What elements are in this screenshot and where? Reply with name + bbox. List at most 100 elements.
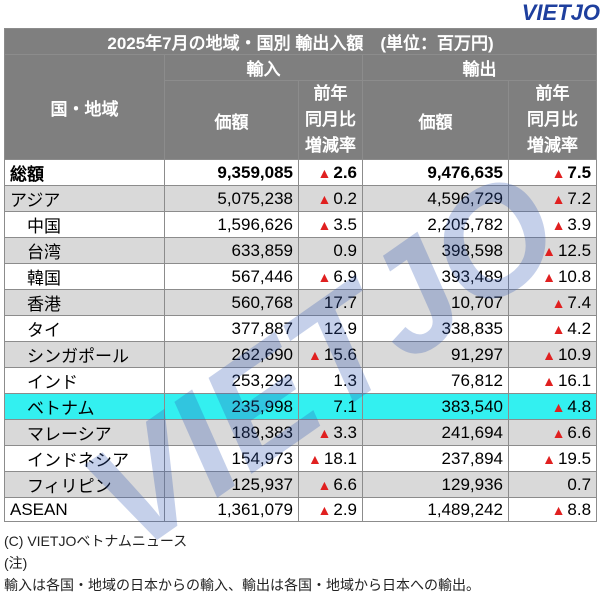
header-import: 輸入 (164, 54, 363, 81)
import-value-text: 567,446 (231, 266, 293, 286)
export-change-text: 10.8 (557, 266, 592, 286)
down-triangle-icon: ▲ (317, 190, 332, 207)
import-change-text: 2.6 (333, 162, 357, 182)
import-value-text: 633,859 (231, 240, 293, 260)
vietjo-logo: VIETJO (521, 0, 600, 25)
header-region: 国・地域 (4, 54, 165, 160)
import-change-text: 17.7 (323, 292, 357, 312)
table-row: 香港 560,768 17.7 10,707 ▲ 7.4 (4, 289, 598, 316)
table-row: 中国 1,596,626 ▲ 3.5 2,205,782 ▲ 3.9 (4, 211, 598, 238)
header-export: 輸出 (361, 54, 598, 81)
header-import-value: 価額 (164, 80, 299, 160)
import-change-text: 1.3 (333, 370, 357, 390)
down-triangle-icon: ▲ (551, 216, 566, 233)
export-value: 237,894 (362, 445, 509, 472)
import-change-text: 2.9 (333, 499, 357, 519)
import-value: 154,973 (164, 445, 299, 472)
import-value: 189,383 (164, 419, 299, 446)
import-value-text: 154,973 (231, 448, 293, 468)
trade-table: 2025年7月の地域・国別 輸出入額 (単位：百万円) 国・地域 輸入 輸出 価… (3, 28, 598, 522)
export-value-text: 241,694 (441, 422, 503, 442)
region-name-text: シンガポール (27, 347, 129, 366)
export-value: 129,936 (362, 471, 509, 498)
export-change: ▲ 7.4 (507, 289, 598, 316)
down-triangle-icon: ▲ (551, 398, 566, 415)
export-value: 241,694 (362, 419, 509, 446)
region-name: ASEAN (4, 497, 165, 522)
import-value-text: 125,937 (231, 474, 293, 494)
export-value: 4,596,729 (362, 185, 509, 212)
import-value: 125,937 (164, 471, 299, 498)
import-value: 5,075,238 (164, 185, 299, 212)
region-name-text: マレーシア (27, 425, 112, 444)
import-value: 1,361,079 (164, 497, 299, 522)
export-change: ▲ 7.2 (507, 185, 598, 212)
region-name-text: 中国 (27, 217, 61, 236)
header-row-1: 国・地域 輸入 輸出 (4, 54, 598, 160)
export-change: ▲ 4.8 (507, 393, 598, 420)
table-row: アジア 5,075,238 ▲ 0.2 4,596,729 ▲ 7.2 (4, 185, 598, 212)
down-triangle-icon: ▲ (542, 450, 556, 467)
export-value: 398,598 (362, 237, 509, 264)
export-value: 76,812 (362, 367, 509, 394)
header-export-change: 前年 同月比 増減率 (507, 80, 598, 160)
region-name-text: ベトナム (27, 399, 95, 418)
import-change: ▲ 2.6 (298, 159, 363, 186)
export-value: 9,476,635 (362, 159, 509, 186)
down-triangle-icon: ▲ (551, 164, 566, 181)
down-triangle-icon: ▲ (551, 190, 566, 207)
header-row-2: 価額 前年 同月比 増減率 価額 前年 同月比 増減率 (5, 80, 598, 160)
import-change-text: 3.5 (333, 214, 357, 234)
export-change-text: 7.5 (567, 162, 592, 182)
export-value-text: 2,205,782 (427, 214, 503, 234)
region-name-text: 韓国 (27, 269, 61, 288)
down-triangle-icon: ▲ (317, 424, 332, 441)
export-value: 91,297 (362, 341, 509, 368)
down-triangle-icon: ▲ (308, 346, 322, 363)
table-row: インド 253,292 1.3 76,812 ▲ 16.1 (4, 367, 598, 394)
import-change: 0.9 (298, 237, 363, 264)
export-change-text: 8.8 (567, 499, 592, 519)
export-change-text: 12.5 (557, 240, 592, 260)
table-row: ASEAN 1,361,079 ▲ 2.9 1,489,242 ▲ 8.8 (4, 497, 598, 522)
import-value: 560,768 (164, 289, 299, 316)
import-value: 633,859 (164, 237, 299, 264)
import-value-text: 5,075,238 (217, 188, 293, 208)
export-change-text: 4.2 (567, 318, 592, 338)
import-value: 567,446 (164, 263, 299, 290)
import-value: 253,292 (164, 367, 299, 394)
export-change-text: 7.2 (567, 188, 592, 208)
import-change-text: 3.3 (333, 422, 357, 442)
down-triangle-icon: ▲ (551, 320, 566, 337)
import-change-text: 7.1 (333, 396, 357, 416)
down-triangle-icon: ▲ (551, 424, 566, 441)
table-row: フィリピン 125,937 ▲ 6.6 129,936 0.7 (4, 471, 598, 498)
table-row: 台湾 633,859 0.9 398,598 ▲ 12.5 (4, 237, 598, 264)
export-value-text: 393,489 (441, 266, 503, 286)
region-name-text: タイ (27, 321, 61, 340)
import-change: ▲ 6.9 (298, 263, 363, 290)
export-value-text: 76,812 (451, 370, 503, 390)
import-change-text: 15.6 (323, 344, 357, 364)
import-change: ▲ 3.3 (298, 419, 363, 446)
import-value: 235,998 (164, 393, 299, 420)
table-row: インドネシア 154,973 ▲ 18.1 237,894 ▲ 19.5 (4, 445, 598, 472)
down-triangle-icon: ▲ (551, 501, 566, 518)
region-name-text: インドネシア (27, 451, 129, 470)
import-change-text: 6.6 (333, 474, 357, 494)
table-title-row: 2025年7月の地域・国別 輸出入額 (単位：百万円) (3, 28, 598, 55)
copyright: (C) VIETJOベトナムニュース (4, 533, 188, 549)
export-change-text: 7.4 (567, 292, 592, 312)
export-change-text: 10.9 (557, 344, 592, 364)
export-change: ▲ 19.5 (507, 445, 598, 472)
import-value: 262,690 (164, 341, 299, 368)
table-row: マレーシア 189,383 ▲ 3.3 241,694 ▲ 6.6 (4, 419, 598, 446)
import-change-text: 18.1 (323, 448, 357, 468)
export-change: ▲ 7.5 (507, 159, 598, 186)
region-name-text: 香港 (27, 295, 61, 314)
import-change: ▲ 3.5 (298, 211, 363, 238)
export-change: ▲ 8.8 (507, 497, 598, 522)
export-value-text: 237,894 (441, 448, 503, 468)
import-change: ▲ 15.6 (298, 341, 363, 368)
export-change-text: 0.7 (567, 474, 592, 494)
